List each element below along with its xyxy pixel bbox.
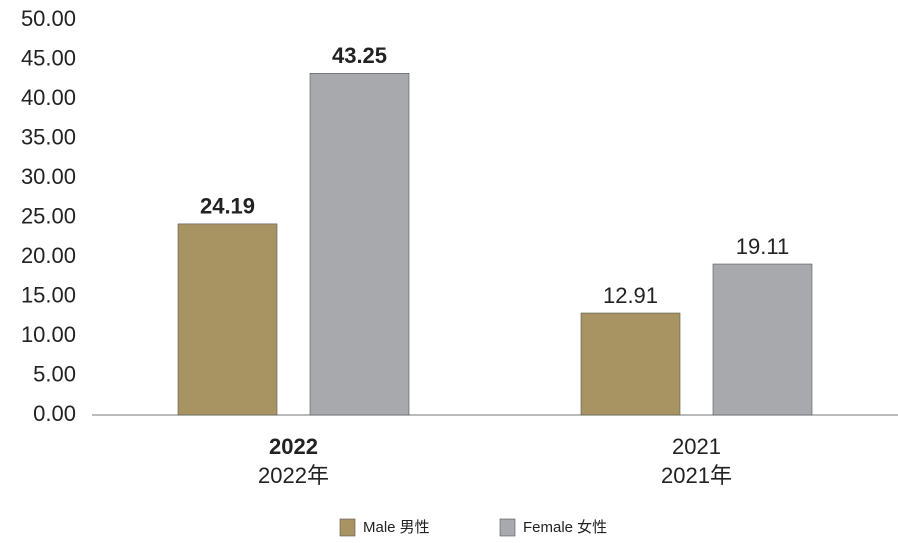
y-tick-label: 45.00 [21,45,76,70]
bar [177,223,278,416]
y-tick-label: 35.00 [21,124,76,149]
data-label: 43.25 [332,43,387,68]
y-tick-label: 25.00 [21,203,76,228]
y-tick-label: 5.00 [33,361,76,386]
bar [580,312,681,416]
bar [712,263,813,416]
y-tick-label: 40.00 [21,85,76,110]
bar [309,73,410,416]
x-tick-label: 2021 [672,434,721,459]
x-tick-label: 2022 [269,434,318,459]
x-tick-label: 2022年 [258,463,329,488]
y-tick-label: 10.00 [21,322,76,347]
y-tick-label: 50.00 [21,6,76,31]
y-tick-label: 20.00 [21,243,76,268]
data-label: 12.91 [603,283,658,308]
y-tick-label: 30.00 [21,164,76,189]
data-label: 19.11 [736,234,789,259]
data-label: 24.19 [200,194,255,219]
legend-label: Female 女性 [523,518,607,536]
legend-swatch [339,518,356,537]
y-tick-label: 0.00 [33,401,76,426]
x-tick-label: 2021年 [661,463,732,488]
legend-swatch [499,518,516,537]
y-tick-label: 15.00 [21,282,76,307]
legend-label: Male 男性 [363,519,430,536]
